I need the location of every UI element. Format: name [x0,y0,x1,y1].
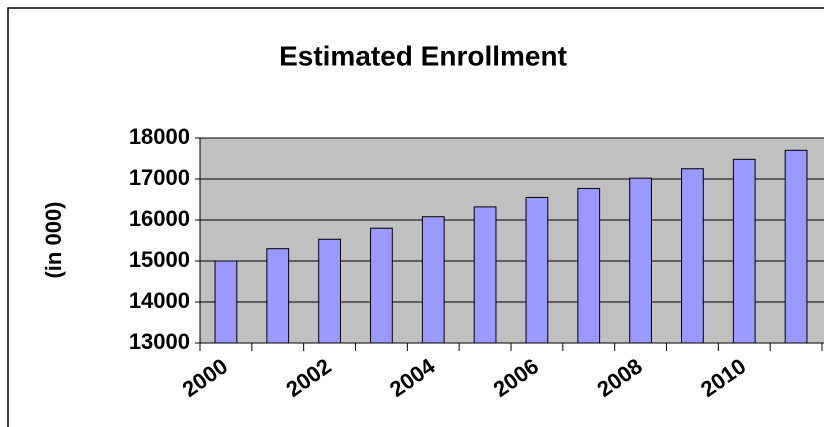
y-axis-label: (in 000) [41,201,66,278]
y-tick-label: 16000 [129,206,190,231]
y-tick-label: 15000 [129,247,190,272]
bar [732,158,756,344]
y-tick-label: 14000 [129,288,190,313]
y-tick-label: 18000 [129,124,190,149]
y-tick-label: 17000 [129,165,190,190]
bar [784,149,808,344]
plot-area [199,137,824,344]
bar [473,206,497,344]
chart-title: Estimated Enrollment [279,40,567,71]
bar [525,196,549,344]
bar [370,227,393,344]
bar [681,168,704,344]
bar [629,177,652,344]
bar [577,187,601,344]
bar [318,238,341,344]
bar [421,216,445,344]
y-tick-label: 13000 [129,329,190,354]
bar [266,248,290,344]
bar [214,260,238,344]
